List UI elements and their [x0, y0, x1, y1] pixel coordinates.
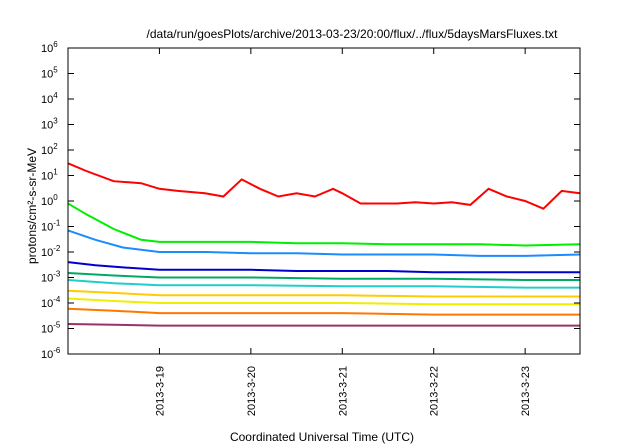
series-line-7 — [68, 289, 580, 298]
y-tick-label: 10-1 — [41, 219, 61, 234]
x-tick-label: 2013-3-23 — [520, 366, 532, 416]
series-line-8 — [68, 297, 580, 306]
y-axis-label: protons/cm²-s-sr-MeV — [25, 148, 39, 264]
y-tick-label: 10-6 — [41, 346, 61, 361]
y-tick-label: 10-4 — [41, 295, 61, 310]
series-line-10 — [68, 323, 580, 327]
series-line-3 — [68, 229, 580, 257]
y-tick-label: 10-5 — [41, 321, 61, 336]
y-tick-label: 10-3 — [41, 270, 61, 285]
x-axis-label: Coordinated Universal Time (UTC) — [230, 430, 414, 444]
series-line-9 — [68, 307, 580, 316]
y-tick-label: 103 — [41, 117, 58, 132]
x-tick-label: 2013-3-19 — [154, 366, 166, 416]
x-axis: 2013-3-19 2013-3-20 2013-3-21 2013-3-22 2013… — [154, 48, 532, 416]
series-line-2 — [68, 202, 580, 247]
series-line-5 — [68, 272, 580, 281]
x-tick-label: 2013-3-21 — [337, 366, 349, 416]
y-tick-label: 100 — [41, 193, 58, 208]
y-tick-label: 102 — [41, 142, 58, 157]
y-tick-label: 106 — [41, 40, 58, 55]
y-tick-label: 101 — [41, 168, 58, 183]
plot-frame — [67, 47, 581, 355]
series-layer — [68, 162, 580, 327]
y-tick-label: 105 — [41, 66, 58, 81]
chart-title: /data/run/goesPlots/archive/2013-03-23/2… — [147, 27, 559, 41]
x-tick-label: 2013-3-20 — [246, 366, 258, 416]
series-line-1 — [68, 162, 580, 210]
series-line-4 — [68, 261, 580, 274]
y-tick-label: 104 — [41, 91, 58, 106]
y-tick-label: 10-2 — [41, 244, 61, 259]
x-tick-label: 2013-3-22 — [429, 366, 441, 416]
series-line-6 — [68, 279, 580, 289]
